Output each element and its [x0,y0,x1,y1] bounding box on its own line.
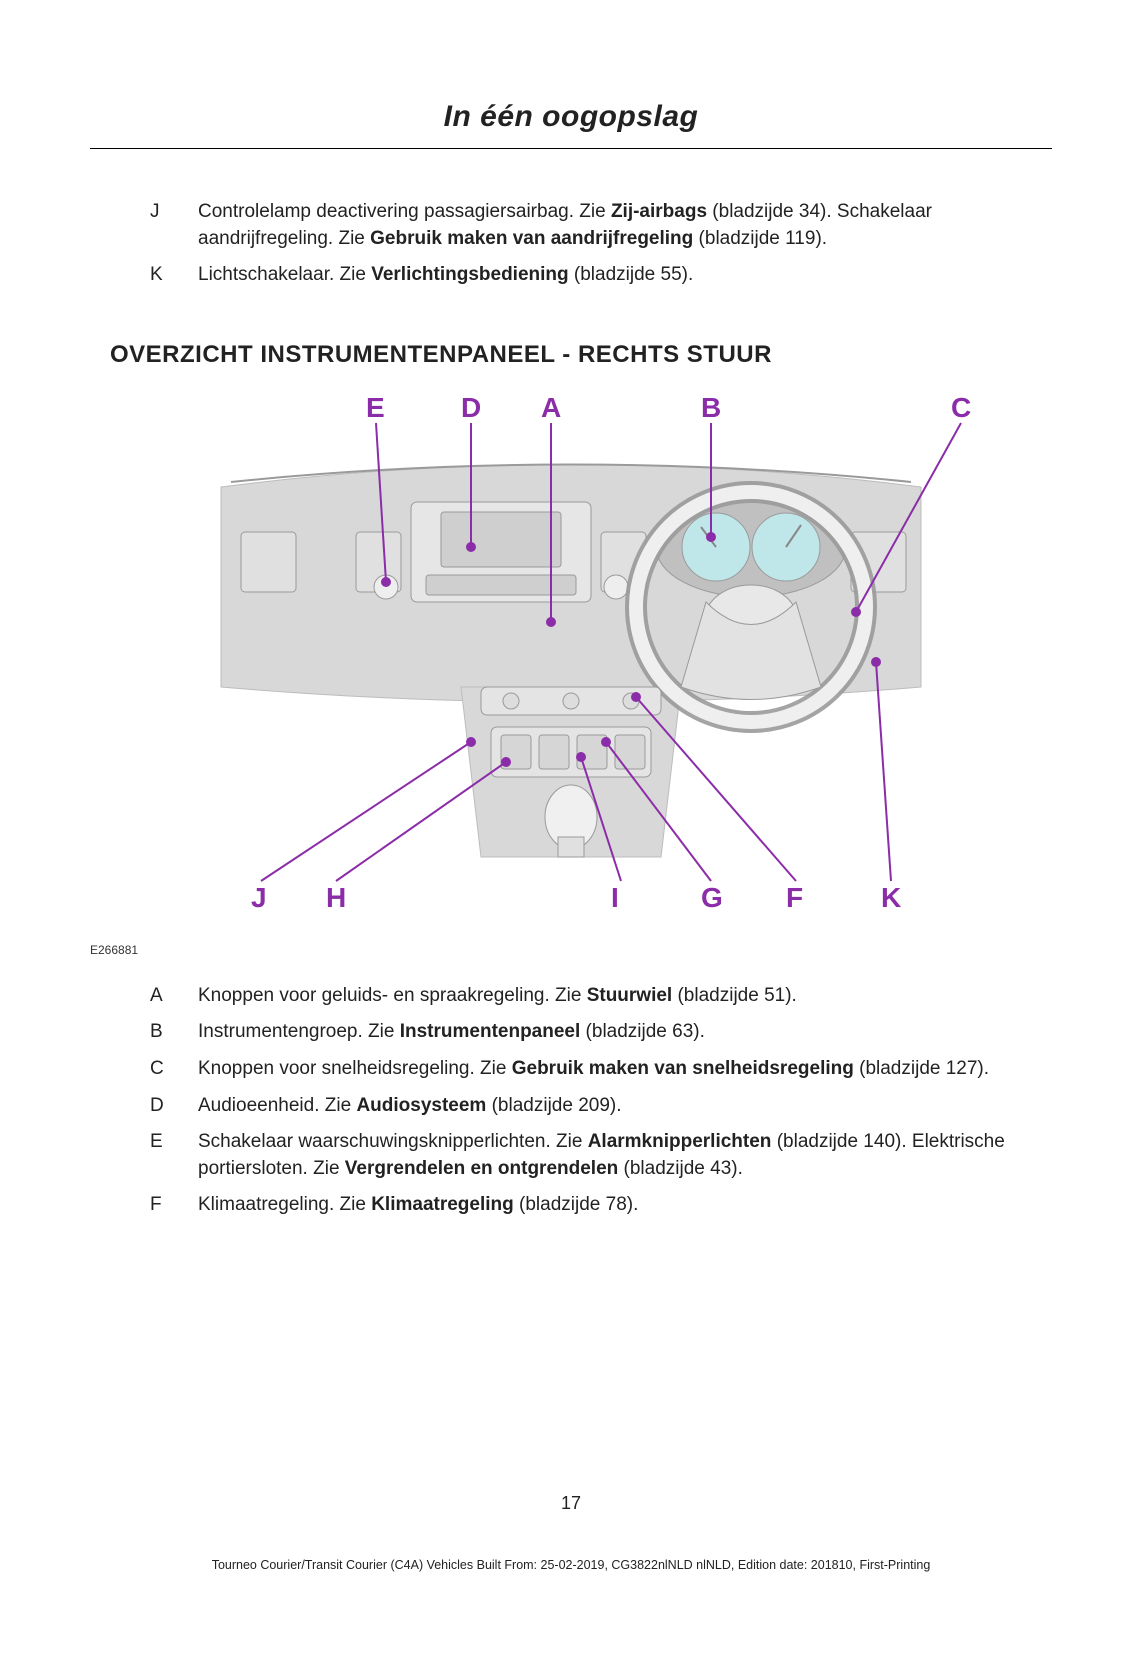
svg-text:I: I [611,882,619,913]
list-item: BInstrumentengroep. Zie Instrumentenpane… [150,1019,1022,1046]
svg-text:E: E [366,392,385,423]
item-letter: C [150,1056,198,1083]
item-letter: D [150,1093,198,1120]
item-text: Instrumentengroep. Zie Instrumentenpanee… [198,1019,1022,1046]
item-text: Klimaatregeling. Zie Klimaatregeling (bl… [198,1192,1022,1219]
item-text: Audioeenheid. Zie Audiosysteem (bladzijd… [198,1093,1022,1120]
svg-text:G: G [701,882,723,913]
item-letter: E [150,1129,198,1182]
item-text: Knoppen voor snelheidsregeling. Zie Gebr… [198,1056,1022,1083]
svg-text:F: F [786,882,803,913]
instrument-panel-diagram: E D A B C J H I G F K [161,387,981,927]
list-item: AKnoppen voor geluids- en spraakregeling… [150,983,1022,1010]
item-text: Controlelamp deactivering passagiersairb… [198,199,1022,252]
footer-text: Tourneo Courier/Transit Courier (C4A) Ve… [0,1558,1142,1572]
item-letter: K [150,262,198,289]
list-item: FKlimaatregeling. Zie Klimaatregeling (b… [150,1192,1022,1219]
page-number: 17 [0,1493,1142,1514]
svg-text:A: A [541,392,561,423]
svg-text:J: J [251,882,267,913]
svg-text:B: B [701,392,721,423]
svg-text:K: K [881,882,901,913]
item-letter: B [150,1019,198,1046]
item-letter: A [150,983,198,1010]
item-text: Lichtschakelaar. Zie Verlichtingsbedieni… [198,262,1022,289]
image-code: E266881 [90,943,1052,957]
item-text: Schakelaar waarschuwingsknipperlichten. … [198,1129,1022,1182]
list-item: JControlelamp deactivering passagiersair… [150,199,1022,252]
title-rule [90,148,1052,149]
list-item: DAudioeenheid. Zie Audiosysteem (bladzij… [150,1093,1022,1120]
item-text: Knoppen voor geluids- en spraakregeling.… [198,983,1022,1010]
item-letter: F [150,1192,198,1219]
section-heading: OVERZICHT INSTRUMENTENPANEEL - RECHTS ST… [110,341,1052,369]
top-item-list: JControlelamp deactivering passagiersair… [150,199,1022,289]
item-letter: J [150,199,198,252]
svg-text:H: H [326,882,346,913]
svg-text:C: C [951,392,971,423]
svg-text:D: D [461,392,481,423]
bottom-item-list: AKnoppen voor geluids- en spraakregeling… [150,983,1022,1219]
list-item: KLichtschakelaar. Zie Verlichtingsbedien… [150,262,1022,289]
list-item: ESchakelaar waarschuwingsknipperlichten.… [150,1129,1022,1182]
chapter-title: In één oogopslag [90,100,1052,134]
list-item: CKnoppen voor snelheidsregeling. Zie Geb… [150,1056,1022,1083]
